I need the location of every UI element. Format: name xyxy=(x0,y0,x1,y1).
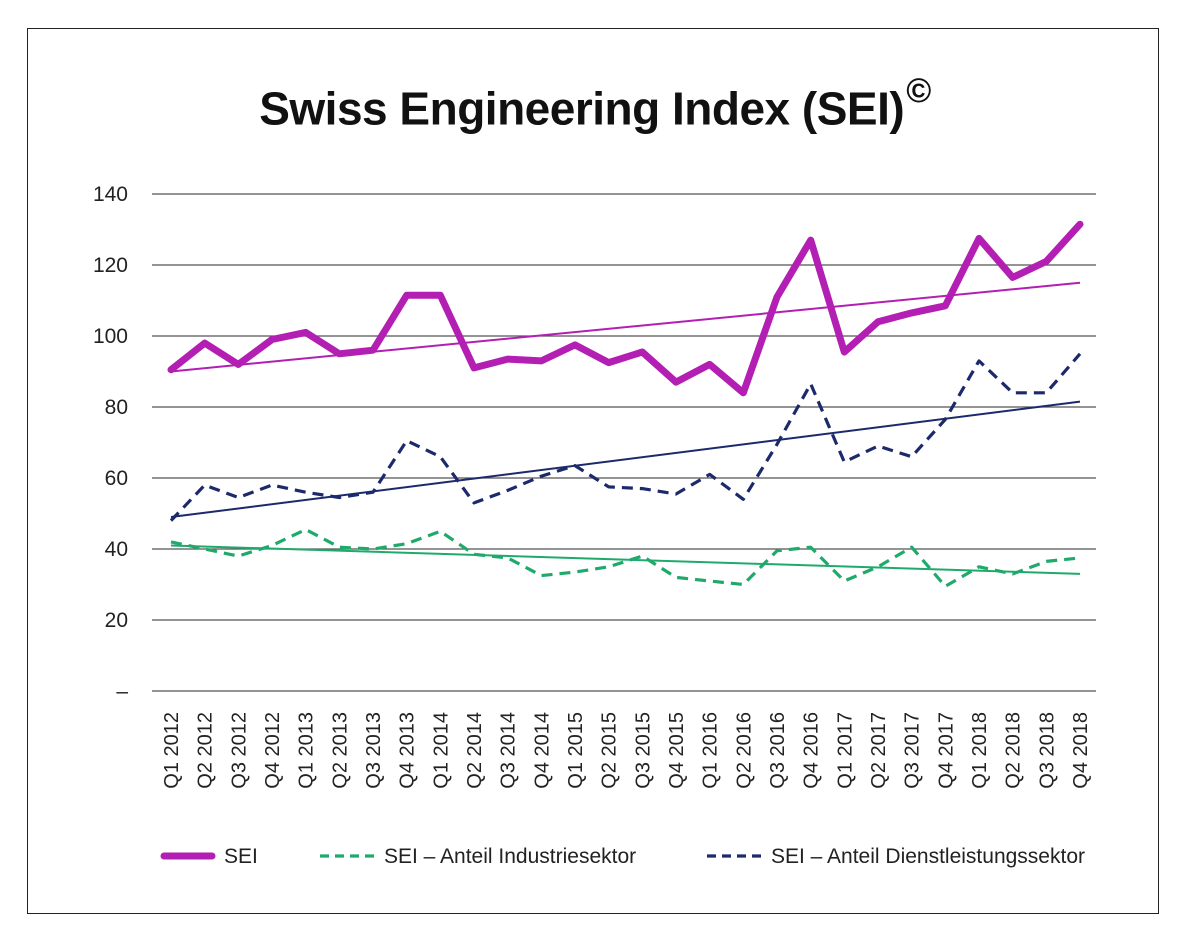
x-tick-label: Q4 2017 xyxy=(935,712,957,789)
x-tick-label: Q3 2014 xyxy=(498,712,520,789)
x-tick-label: Q3 2018 xyxy=(1036,712,1058,789)
x-tick-label: Q1 2015 xyxy=(565,712,587,789)
x-tick-label: Q4 2016 xyxy=(801,712,823,789)
x-tick-label: Q1 2016 xyxy=(700,712,722,789)
x-tick-label: Q2 2017 xyxy=(868,712,890,789)
x-tick-label: Q2 2018 xyxy=(1003,712,1025,789)
series-lines xyxy=(167,220,1084,588)
x-tick-label: Q4 2015 xyxy=(666,712,688,789)
x-tick-label: Q2 2015 xyxy=(599,712,621,789)
y-tick-label: – xyxy=(116,680,128,703)
legend-label-sei-anteil-dienstleistungssektor: SEI – Anteil Dienstleistungssektor xyxy=(771,845,1085,868)
y-tick-label: 60 xyxy=(105,467,128,490)
x-tick-label: Q3 2016 xyxy=(767,712,789,789)
y-tick-label: 120 xyxy=(93,254,128,277)
series-line-sei-anteil-industriesektor xyxy=(170,527,1081,588)
chart-title-text: Swiss Engineering Index (SEI) xyxy=(259,82,905,135)
x-tick-label: Q4 2014 xyxy=(531,712,553,789)
x-tick-label: Q2 2013 xyxy=(329,712,351,789)
y-tick-label: 20 xyxy=(105,609,128,632)
y-tick-label: 40 xyxy=(105,538,128,561)
x-tick-label: Q2 2012 xyxy=(195,712,217,789)
x-tick-label: Q2 2014 xyxy=(464,712,486,789)
copyright-mark: © xyxy=(906,72,931,110)
legend-label-sei: SEI xyxy=(224,845,258,868)
x-tick-label: Q3 2017 xyxy=(902,712,924,789)
x-tick-label: Q1 2014 xyxy=(430,712,452,789)
series-line-sei-anteil-dienstleistungssektor xyxy=(169,352,1082,522)
y-tick-label: 140 xyxy=(93,183,128,206)
x-tick-label: Q4 2018 xyxy=(1070,712,1092,789)
x-tick-label: Q2 2016 xyxy=(733,712,755,789)
x-tick-label: Q1 2017 xyxy=(834,712,856,789)
x-tick-label: Q3 2013 xyxy=(363,712,385,789)
x-tick-label: Q1 2013 xyxy=(296,712,318,789)
chart-title: Swiss Engineering Index (SEI)© xyxy=(0,72,1190,135)
x-axis-ticks: Q1 2012 Q2 2012 Q3 2012 Q4 2012 Q1 2013 Q2 20… xyxy=(161,712,1092,789)
x-tick-label: Q3 2015 xyxy=(632,712,654,789)
legend-label-sei-anteil-industriesektor: SEI – Anteil Industriesektor xyxy=(384,845,636,868)
trend-line-sei-anteil-dienstleistungssektor xyxy=(170,400,1081,519)
x-tick-label: Q4 2012 xyxy=(262,712,284,789)
x-tick-label: Q4 2013 xyxy=(397,712,419,789)
trend-line-sei xyxy=(170,281,1081,373)
legend: SEI SEI – Anteil Industriesektor SEI – Ant… xyxy=(160,845,1085,868)
y-tick-label: 100 xyxy=(93,325,128,348)
grid-lines xyxy=(152,193,1096,692)
trend-lines xyxy=(170,281,1081,575)
x-tick-label: Q1 2018 xyxy=(969,712,991,789)
series-line-sei xyxy=(167,220,1084,397)
trend-line-sei-anteil-industriesektor xyxy=(170,544,1081,575)
y-axis-ticks: – 20 40 60 80 100 120 140 xyxy=(93,183,128,703)
x-tick-label: Q3 2012 xyxy=(228,712,250,789)
x-tick-label: Q1 2012 xyxy=(161,712,183,789)
chart-frame xyxy=(27,28,1159,914)
y-tick-label: 80 xyxy=(105,396,128,419)
